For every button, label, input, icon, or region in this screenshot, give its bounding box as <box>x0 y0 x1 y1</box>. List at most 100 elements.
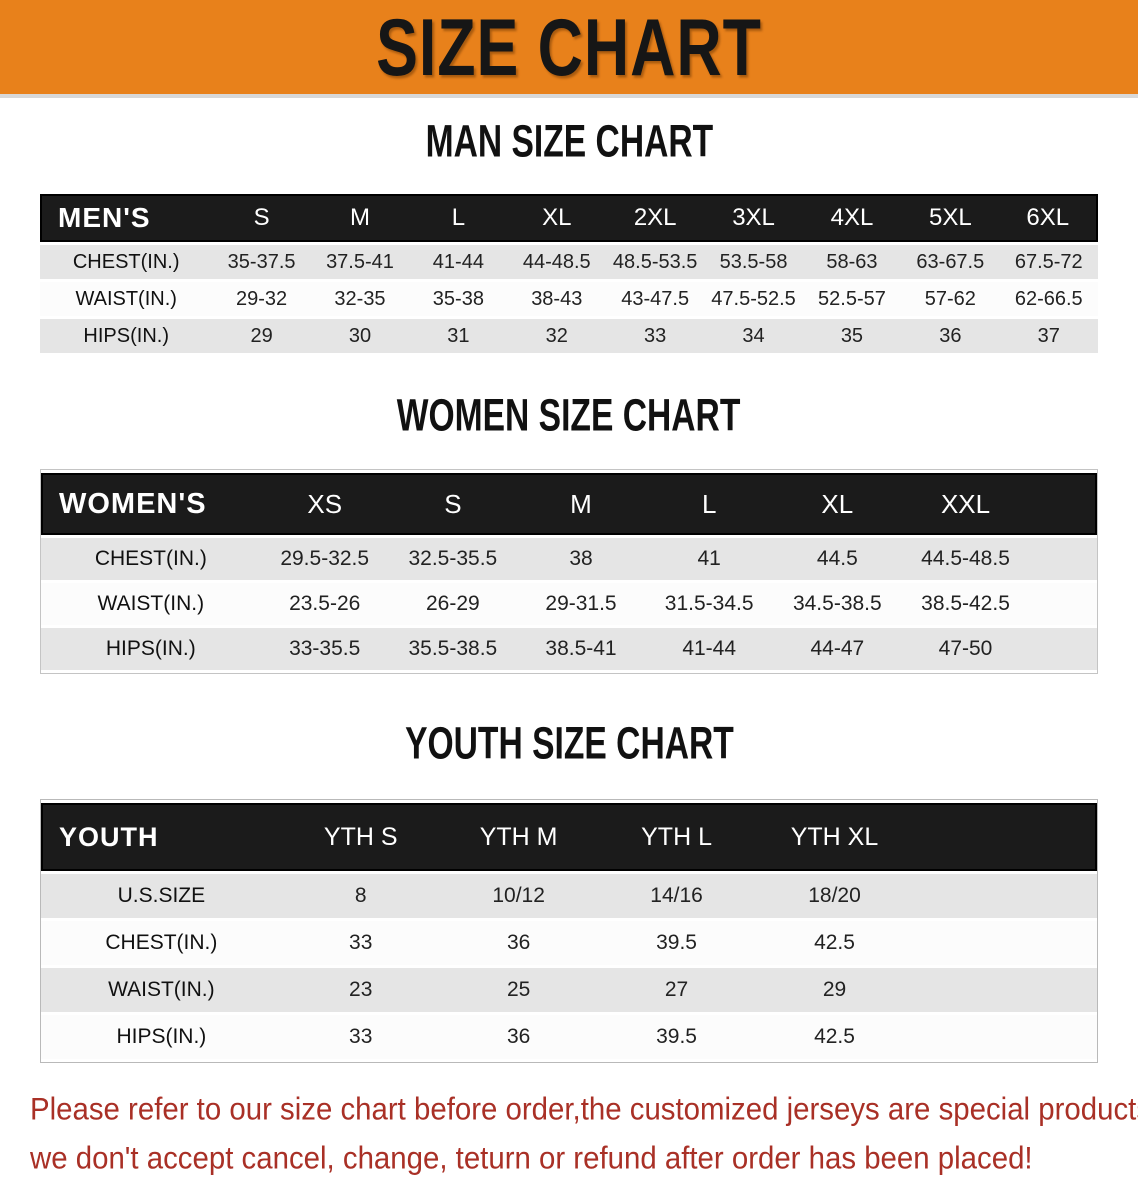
row-spacer <box>913 921 1097 965</box>
size-value-cell: 53.5-58 <box>704 245 803 279</box>
mens-table-header-row: MEN'S S M L XL 2XL 3XL 4XL 5XL 6XL <box>40 194 1098 242</box>
size-value-cell: 32 <box>507 319 606 353</box>
size-value-cell: 35.5-38.5 <box>388 628 517 670</box>
women-size-chart-heading: WOMEN SIZE CHART <box>0 389 1138 441</box>
womens-table-container: WOMEN'S XS S M L XL XXL CHEST(IN.) 29.5-32.5 32… <box>40 469 1098 674</box>
table-row: WAIST(IN.) 23 25 27 29 <box>41 968 1097 1012</box>
table-row: CHEST(IN.) 35-37.5 37.5-41 41-44 44-48.5 48.5… <box>40 245 1098 279</box>
size-value-cell: 38.5-41 <box>516 628 646 670</box>
table-row: CHEST(IN.) 33 36 39.5 42.5 <box>41 921 1097 965</box>
size-value-cell: 42.5 <box>755 1015 914 1059</box>
size-value-cell: 44.5 <box>773 538 902 580</box>
size-value-cell: 41-44 <box>409 245 508 279</box>
size-value-cell: 10/12 <box>439 874 598 918</box>
header-spacer <box>1029 473 1097 535</box>
size-value-cell: 39.5 <box>597 1015 756 1059</box>
size-column-header: XL <box>773 473 902 535</box>
size-value-cell: 34.5-38.5 <box>773 583 902 625</box>
size-value-cell: 23.5-26 <box>260 583 389 625</box>
man-size-chart-heading: MAN SIZE CHART <box>0 116 1138 167</box>
size-value-cell: 44.5-48.5 <box>901 538 1030 580</box>
size-value-cell: 44-47 <box>773 628 902 670</box>
youth-group-label: YOUTH <box>41 803 282 871</box>
header-spacer <box>913 803 1097 871</box>
measurement-row-label: WAIST(IN.) <box>41 968 282 1012</box>
size-value-cell: 38 <box>516 538 646 580</box>
measurement-row-label: HIPS(IN.) <box>41 628 261 670</box>
measurement-row-label: HIPS(IN.) <box>40 319 213 353</box>
womens-table-header-row: WOMEN'S XS S M L XL XXL <box>41 473 1097 535</box>
size-value-cell: 26-29 <box>388 583 517 625</box>
women-size-chart-heading-text: WOMEN SIZE CHART <box>397 389 741 441</box>
size-value-cell: 31.5-34.5 <box>645 583 774 625</box>
size-column-header: 3XL <box>704 194 803 242</box>
size-value-cell: 29-32 <box>212 282 311 316</box>
size-value-cell: 37.5-41 <box>310 245 410 279</box>
size-value-cell: 38-43 <box>507 282 606 316</box>
row-spacer <box>1029 583 1097 625</box>
size-value-cell: 29.5-32.5 <box>260 538 389 580</box>
size-value-cell: 27 <box>597 968 756 1012</box>
size-column-header: XXL <box>901 473 1030 535</box>
table-row: U.S.SIZE 8 10/12 14/16 18/20 <box>41 874 1097 918</box>
row-spacer <box>913 874 1097 918</box>
size-value-cell: 35-37.5 <box>212 245 311 279</box>
youth-table-header-row: YOUTH YTH S YTH M YTH L YTH XL <box>41 803 1097 871</box>
row-spacer <box>1029 628 1097 670</box>
size-value-cell: 37 <box>999 319 1098 353</box>
measurement-row-label: HIPS(IN.) <box>41 1015 282 1059</box>
size-value-cell: 41-44 <box>645 628 774 670</box>
size-value-cell: 36 <box>439 921 598 965</box>
row-spacer <box>913 1015 1097 1059</box>
row-spacer <box>913 968 1097 1012</box>
size-value-cell: 42.5 <box>755 921 914 965</box>
table-row: CHEST(IN.) 29.5-32.5 32.5-35.5 38 41 44.5 44.5… <box>41 538 1097 580</box>
size-value-cell: 47-50 <box>901 628 1030 670</box>
size-column-header: 2XL <box>605 194 705 242</box>
size-value-cell: 57-62 <box>901 282 1000 316</box>
size-value-cell: 52.5-57 <box>802 282 902 316</box>
size-value-cell: 33-35.5 <box>260 628 389 670</box>
size-value-cell: 18/20 <box>755 874 914 918</box>
youth-size-chart-heading: YOUTH SIZE CHART <box>0 718 1138 769</box>
size-value-cell: 36 <box>439 1015 598 1059</box>
size-chart-banner: SIZE CHART <box>0 0 1138 98</box>
measurement-row-label: CHEST(IN.) <box>41 921 282 965</box>
measurement-row-label: WAIST(IN.) <box>41 583 261 625</box>
size-value-cell: 32-35 <box>310 282 410 316</box>
measurement-row-label: CHEST(IN.) <box>41 538 261 580</box>
size-column-header: L <box>645 473 774 535</box>
table-row: HIPS(IN.) 33-35.5 35.5-38.5 38.5-41 41-44 44-… <box>41 628 1097 670</box>
size-column-header: XS <box>260 473 389 535</box>
banner-title: SIZE CHART <box>376 1 762 93</box>
size-value-cell: 39.5 <box>597 921 756 965</box>
table-row: WAIST(IN.) 29-32 32-35 35-38 38-43 43-47.5 47.… <box>40 282 1098 316</box>
size-column-header: XL <box>507 194 606 242</box>
measurement-row-label: CHEST(IN.) <box>40 245 213 279</box>
size-value-cell: 29-31.5 <box>516 583 646 625</box>
size-value-cell: 43-47.5 <box>605 282 705 316</box>
size-value-cell: 35-38 <box>409 282 508 316</box>
size-value-cell: 33 <box>281 1015 440 1059</box>
size-column-header: 5XL <box>901 194 1000 242</box>
size-column-header: YTH S <box>281 803 440 871</box>
size-value-cell: 67.5-72 <box>999 245 1098 279</box>
size-column-header: YTH XL <box>755 803 914 871</box>
youth-table-container: YOUTH YTH S YTH M YTH L YTH XL U.S.SIZE 8 10/… <box>40 799 1098 1063</box>
row-spacer <box>1029 538 1097 580</box>
measurement-row-label: WAIST(IN.) <box>40 282 213 316</box>
size-value-cell: 44-48.5 <box>507 245 606 279</box>
size-value-cell: 62-66.5 <box>999 282 1098 316</box>
size-value-cell: 31 <box>409 319 508 353</box>
size-value-cell: 29 <box>212 319 311 353</box>
size-value-cell: 33 <box>605 319 705 353</box>
size-column-header: M <box>310 194 410 242</box>
size-value-cell: 33 <box>281 921 440 965</box>
size-value-cell: 14/16 <box>597 874 756 918</box>
size-value-cell: 36 <box>901 319 1000 353</box>
size-value-cell: 35 <box>802 319 902 353</box>
size-value-cell: 34 <box>704 319 803 353</box>
size-column-header: 4XL <box>802 194 902 242</box>
womens-size-table: WOMEN'S XS S M L XL XXL CHEST(IN.) 29.5-32.5 32… <box>40 469 1098 674</box>
size-value-cell: 63-67.5 <box>901 245 1000 279</box>
